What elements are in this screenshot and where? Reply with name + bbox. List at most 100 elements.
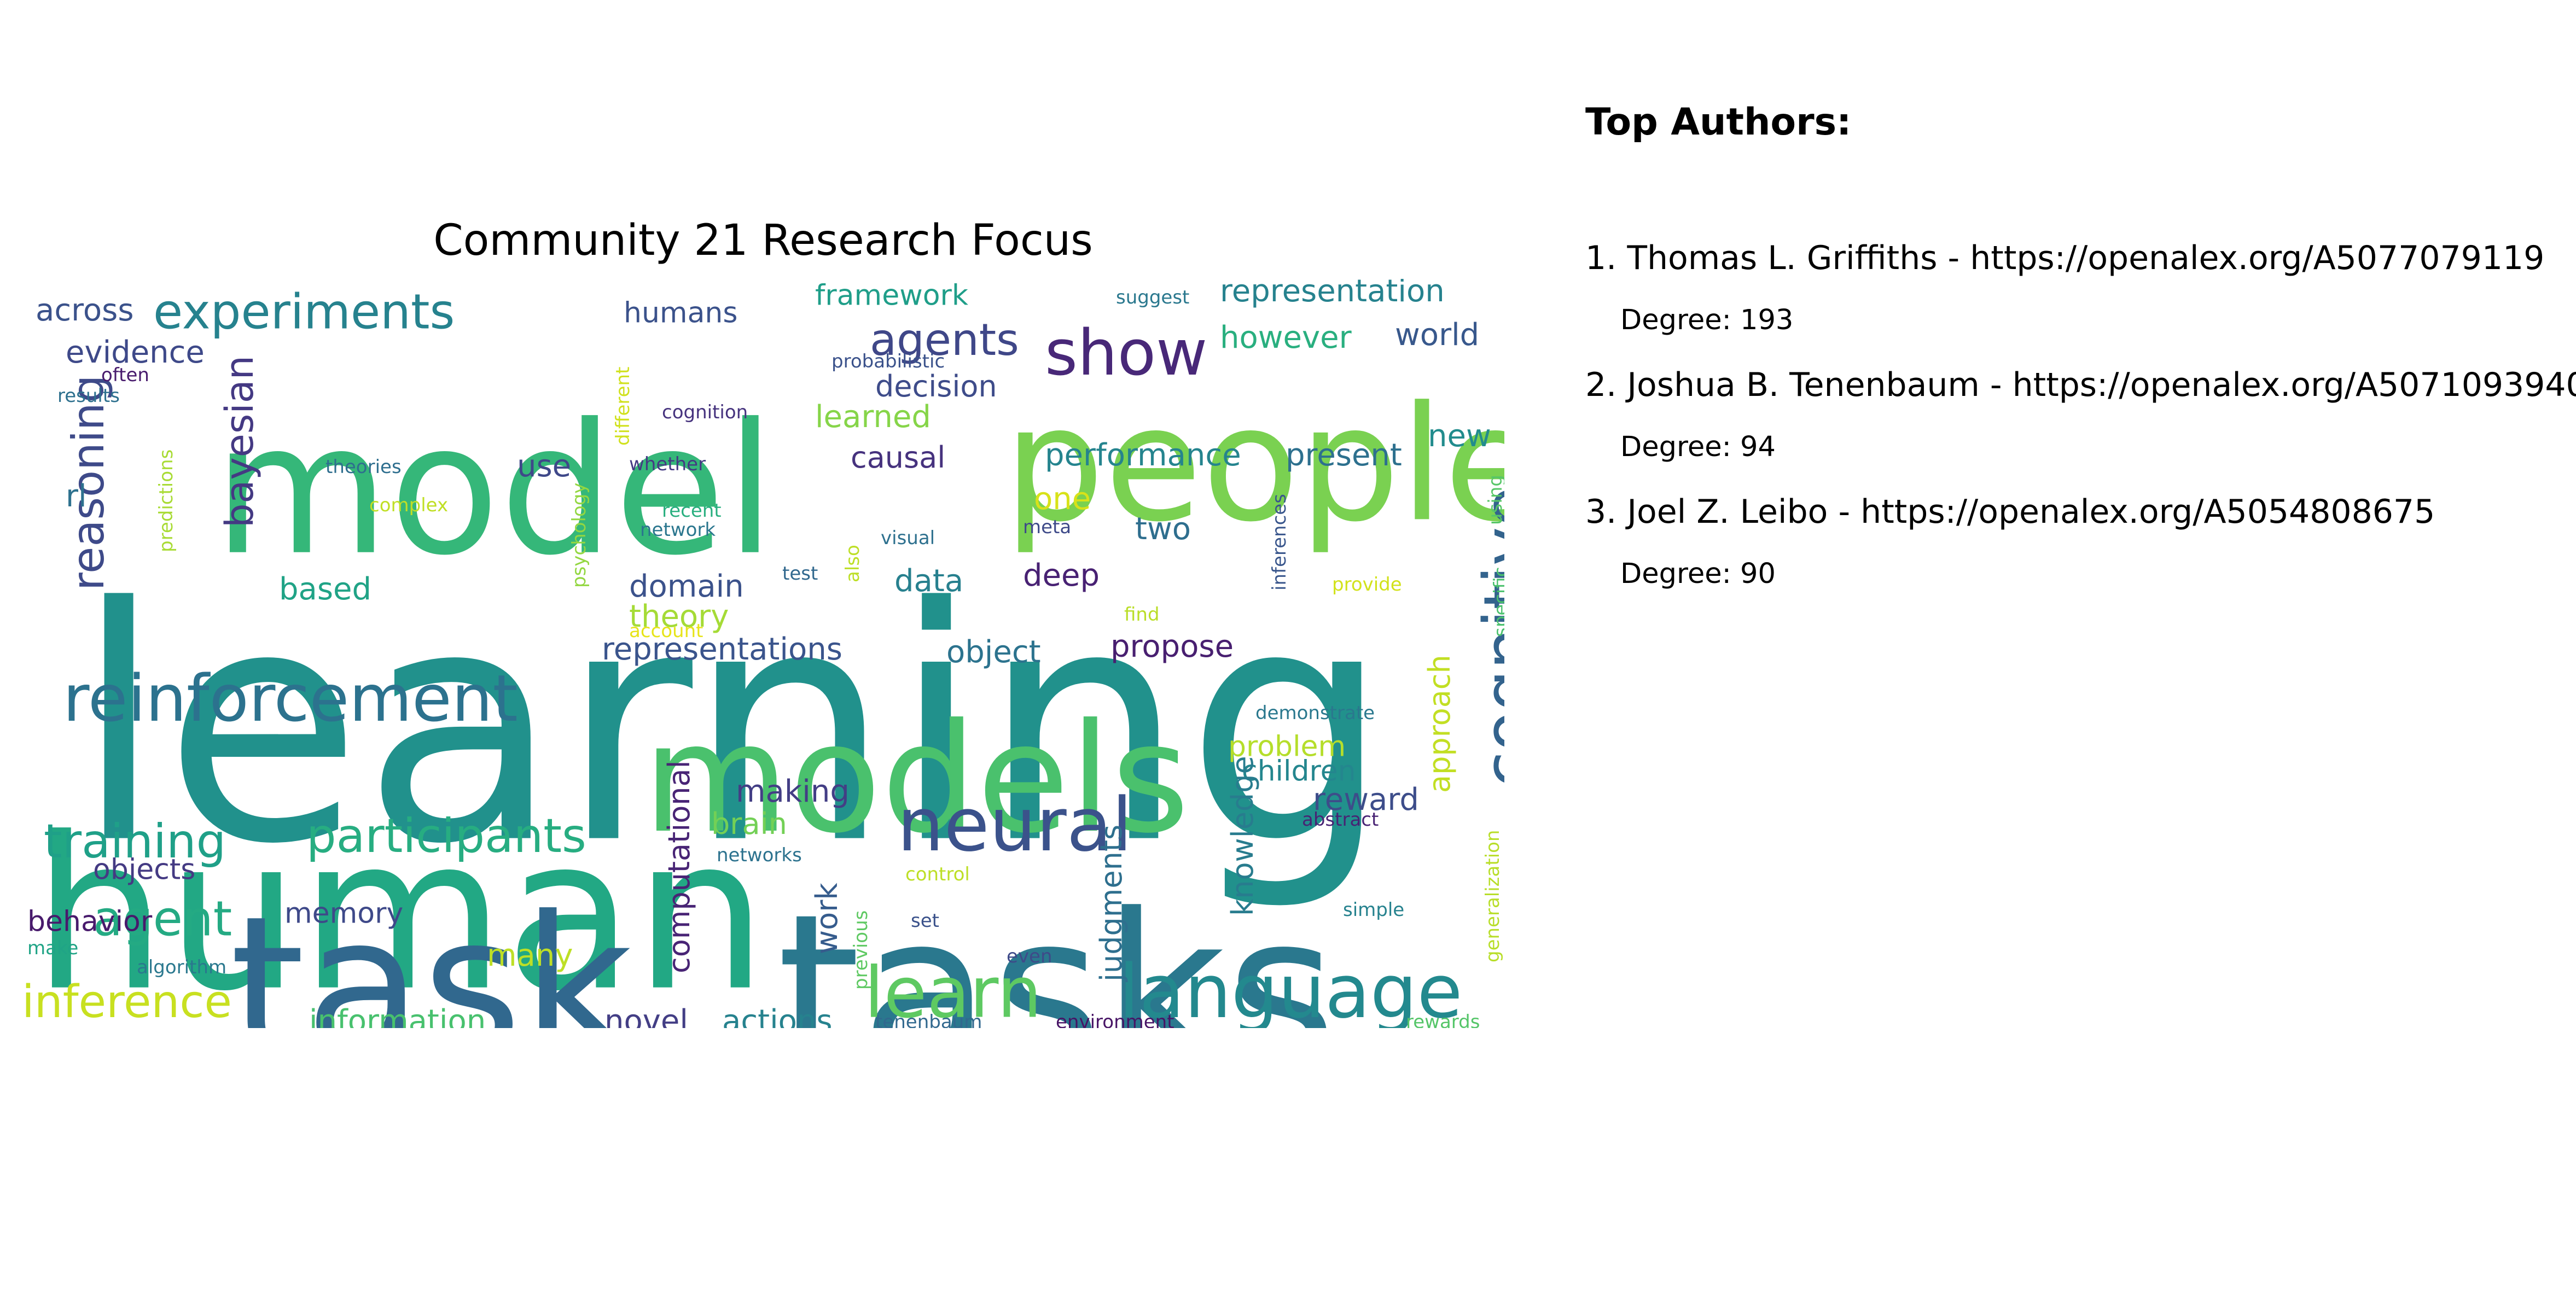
wordcloud-title: Community 21 Research Focus bbox=[433, 216, 1093, 265]
wordcloud-word: experiments bbox=[153, 284, 455, 340]
wordcloud-word: predictions bbox=[155, 449, 177, 552]
wordcloud-word: set bbox=[911, 910, 939, 932]
wordcloud-word: inferences bbox=[1269, 494, 1290, 591]
wordcloud-word: language bbox=[1119, 949, 1463, 1028]
wordcloud-word: neural bbox=[897, 782, 1132, 868]
wordcloud-word: using bbox=[1485, 475, 1504, 525]
wordcloud-word: theories bbox=[325, 456, 402, 478]
wordcloud-word: performance bbox=[1045, 437, 1241, 473]
author-line: 1. Thomas L. Griffiths - https://openale… bbox=[1585, 239, 2545, 277]
wordcloud-word: knowledge bbox=[1225, 756, 1260, 916]
wordcloud-word: show bbox=[1045, 317, 1207, 390]
wordcloud-word: novel bbox=[604, 1003, 688, 1028]
author-entry: 2. Joshua B. Tenenbaum - https://openale… bbox=[1585, 369, 2576, 461]
wordcloud-word: provide bbox=[1332, 574, 1402, 596]
wordcloud-word: representation bbox=[1220, 279, 1445, 309]
wordcloud-word: model bbox=[213, 385, 776, 595]
wordcloud-word: approach bbox=[1422, 655, 1457, 793]
author-entry: 3. Joel Z. Leibo - https://openalex.org/… bbox=[1585, 495, 2435, 588]
wordcloud-word: rewards bbox=[1406, 1011, 1480, 1028]
wordcloud-word: rl bbox=[66, 478, 87, 514]
author-entry: 1. Thomas L. Griffiths - https://openale… bbox=[1585, 242, 2544, 334]
wordcloud-word: learn bbox=[864, 952, 1042, 1028]
wordcloud-word: representations bbox=[602, 632, 842, 667]
wordcloud-word: tenenbaum bbox=[875, 1011, 982, 1028]
wordcloud-word: humans bbox=[624, 297, 737, 330]
wordcloud-word: participants bbox=[306, 809, 586, 863]
wordcloud-word: new bbox=[1428, 418, 1491, 454]
wordcloud-word: training bbox=[44, 814, 226, 869]
wordcloud-word: networks bbox=[717, 844, 802, 866]
wordcloud-word: models bbox=[643, 691, 1190, 866]
wordcloud-word: human bbox=[33, 792, 767, 1028]
wordcloud-word: learned bbox=[815, 399, 931, 435]
author-degree: Degree: 193 bbox=[1620, 304, 1794, 336]
wordcloud-word: agent bbox=[93, 891, 232, 947]
wordcloud-word: also bbox=[842, 545, 864, 582]
wordcloud-word: learning bbox=[74, 539, 1391, 915]
author-line: 3. Joel Z. Leibo - https://openalex.org/… bbox=[1585, 493, 2435, 531]
wordcloud-word: one bbox=[1034, 481, 1091, 517]
wordcloud-word: even bbox=[1007, 945, 1053, 967]
wordcloud-word: psychology bbox=[568, 483, 590, 588]
wordcloud-word: data bbox=[894, 563, 963, 599]
wordcloud-word: environment bbox=[1056, 1011, 1174, 1028]
wordcloud-word: across bbox=[36, 293, 134, 328]
wordcloud-word: cognitive bbox=[1470, 487, 1504, 787]
wordcloud-word: meta bbox=[1023, 516, 1071, 538]
wordcloud-word: domain bbox=[629, 569, 744, 604]
wordcloud-word: visual bbox=[881, 527, 935, 549]
wordcloud-word: people bbox=[1004, 372, 1504, 557]
wordcloud-word: objects bbox=[93, 854, 195, 886]
wordcloud-word: judgments bbox=[1094, 825, 1129, 982]
wordcloud-word: brain bbox=[711, 807, 787, 841]
wordcloud-word: deep bbox=[1023, 558, 1100, 593]
wordcloud-word: use bbox=[517, 448, 571, 484]
wordcloud-word: control bbox=[905, 863, 970, 885]
wordcloud-word: generalization bbox=[1482, 830, 1504, 962]
author-line: 2. Joshua B. Tenenbaum - https://openale… bbox=[1585, 366, 2576, 404]
wordcloud-word: algorithm bbox=[137, 956, 226, 978]
wordcloud-word: agents bbox=[870, 314, 1019, 365]
wordcloud-word: recent bbox=[662, 500, 722, 522]
wordcloud-word: cognition bbox=[662, 401, 748, 423]
wordcloud-word: theory bbox=[629, 599, 729, 634]
wordcloud-word: previous bbox=[850, 910, 872, 990]
wordcloud-word: test bbox=[782, 563, 818, 585]
wordcloud-word: suggest bbox=[1116, 287, 1189, 308]
wordcloud-word: inference bbox=[22, 976, 232, 1028]
wordcloud-word: causal bbox=[851, 440, 945, 475]
top-authors-heading: Top Authors: bbox=[1585, 101, 1852, 144]
wordcloud-word: bayesian bbox=[217, 355, 262, 528]
wordcloud-word: different bbox=[612, 367, 634, 446]
wordcloud-word: demonstrate bbox=[1255, 702, 1375, 724]
wordcloud-word: based bbox=[279, 571, 371, 607]
author-degree: Degree: 90 bbox=[1620, 558, 1776, 590]
top-authors-panel: Top Authors: 1. Thomas L. Griffiths - ht… bbox=[1585, 101, 2576, 588]
wordcloud-word: probabilistic bbox=[831, 351, 945, 372]
wordcloud-word: two bbox=[1135, 511, 1191, 547]
wordcloud-word: reward bbox=[1313, 782, 1419, 818]
wordcloud-word: framework bbox=[815, 279, 968, 312]
wordcloud-word: reinforcement bbox=[63, 661, 518, 736]
wordcloud-word: actions bbox=[722, 1003, 833, 1028]
wordcloud-word: present bbox=[1286, 437, 1402, 473]
wordcloud: learning human tasks model people models task r… bbox=[22, 279, 1504, 1028]
wordcloud-word: object bbox=[946, 634, 1041, 670]
wordcloud-word: however bbox=[1220, 320, 1352, 355]
wordcloud-word: evidence bbox=[66, 335, 205, 370]
wordcloud-word: behavior bbox=[27, 906, 153, 938]
wordcloud-word: whether bbox=[629, 453, 706, 475]
wordcloud-word: find bbox=[1124, 604, 1160, 626]
wordcloud-word: information bbox=[309, 1003, 486, 1028]
wordcloud-word: results bbox=[57, 385, 120, 407]
wordcloud-word: tasks bbox=[777, 868, 1337, 1028]
wordcloud-word: abstract bbox=[1302, 809, 1379, 831]
wordcloud-word: task bbox=[230, 875, 633, 1028]
wordcloud-word: often bbox=[101, 364, 149, 386]
author-degree: Degree: 94 bbox=[1620, 431, 1776, 463]
wordcloud-word: network bbox=[640, 519, 716, 541]
wordcloud-word: computational bbox=[662, 760, 696, 973]
